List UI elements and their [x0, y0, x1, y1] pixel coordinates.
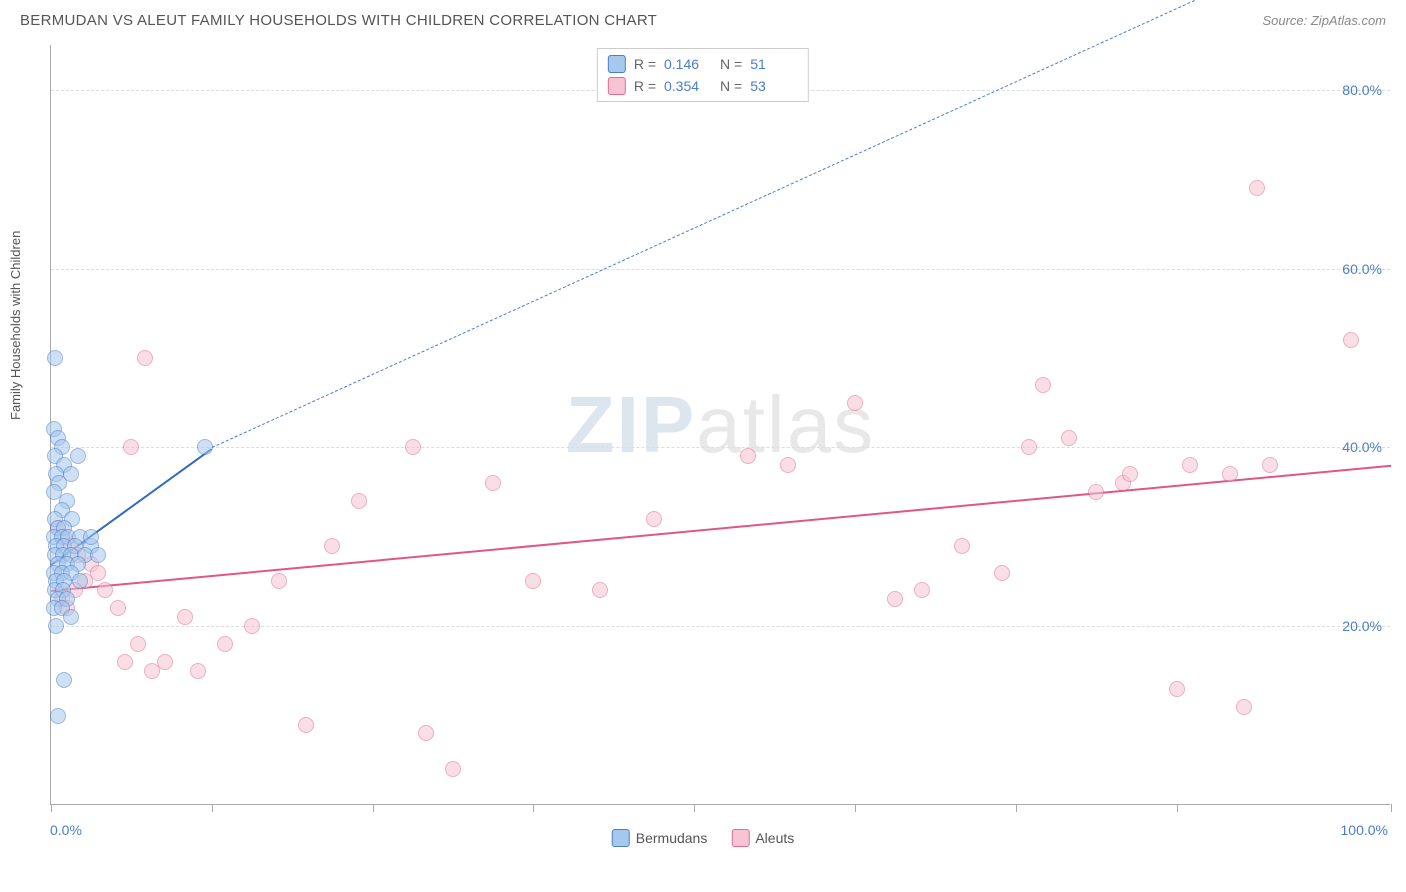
x-tick [533, 804, 534, 812]
point-aleuts [1021, 439, 1037, 455]
point-aleuts [244, 618, 260, 634]
point-aleuts [1182, 457, 1198, 473]
legend-row-aleuts: R = 0.354 N = 53 [608, 75, 798, 97]
y-axis-label: Family Households with Children [8, 231, 23, 420]
point-aleuts [1236, 699, 1252, 715]
point-aleuts [418, 725, 434, 741]
plot-area: ZIPatlas 20.0% 40.0% 60.0% 80.0% [50, 45, 1390, 805]
point-aleuts [123, 439, 139, 455]
watermark: ZIPatlas [566, 379, 875, 471]
r-label: R = [634, 78, 656, 94]
legend-row-bermudans: R = 0.146 N = 51 [608, 53, 798, 75]
point-aleuts [445, 761, 461, 777]
point-aleuts [1169, 681, 1185, 697]
y-tick-label: 80.0% [1342, 82, 1382, 98]
n-label: N = [720, 56, 742, 72]
point-aleuts [157, 654, 173, 670]
swatch-pink-icon [731, 829, 749, 847]
point-aleuts [217, 636, 233, 652]
point-bermudans [70, 448, 86, 464]
gridline [51, 269, 1390, 270]
point-aleuts [1061, 430, 1077, 446]
chart-header: BERMUDAN VS ALEUT FAMILY HOUSEHOLDS WITH… [0, 0, 1406, 40]
watermark-atlas: atlas [696, 380, 875, 469]
point-aleuts [271, 573, 287, 589]
point-aleuts [298, 717, 314, 733]
point-bermudans [63, 609, 79, 625]
x-tick [51, 804, 52, 812]
y-tick-label: 60.0% [1342, 261, 1382, 277]
point-aleuts [190, 663, 206, 679]
point-aleuts [1249, 180, 1265, 196]
watermark-zip: ZIP [566, 380, 696, 469]
x-axis-min-label: 0.0% [50, 822, 82, 838]
point-bermudans [56, 672, 72, 688]
legend-stats: R = 0.146 N = 51 R = 0.354 N = 53 [597, 48, 809, 102]
point-aleuts [954, 538, 970, 554]
chart-source: Source: ZipAtlas.com [1262, 13, 1386, 28]
legend-label-bermudans: Bermudans [636, 830, 708, 846]
point-aleuts [177, 609, 193, 625]
swatch-blue-icon [608, 55, 626, 73]
point-aleuts [97, 582, 113, 598]
point-aleuts [137, 350, 153, 366]
point-aleuts [90, 565, 106, 581]
point-bermudans [83, 529, 99, 545]
x-tick [1016, 804, 1017, 812]
point-aleuts [405, 439, 421, 455]
x-tick [1177, 804, 1178, 812]
point-bermudans [72, 573, 88, 589]
trend-line [51, 465, 1391, 592]
n-label: N = [720, 78, 742, 94]
n-value-aleuts: 53 [750, 78, 798, 94]
point-aleuts [1222, 466, 1238, 482]
legend-series: Bermudans Aleuts [612, 829, 795, 847]
point-bermudans [47, 350, 63, 366]
n-value-bermudans: 51 [750, 56, 798, 72]
x-tick [855, 804, 856, 812]
point-bermudans [50, 708, 66, 724]
gridline [51, 447, 1390, 448]
point-aleuts [324, 538, 340, 554]
point-aleuts [994, 565, 1010, 581]
r-label: R = [634, 56, 656, 72]
x-tick [373, 804, 374, 812]
point-aleuts [130, 636, 146, 652]
r-value-aleuts: 0.354 [664, 78, 712, 94]
legend-item-aleuts: Aleuts [731, 829, 794, 847]
swatch-blue-icon [612, 829, 630, 847]
point-aleuts [351, 493, 367, 509]
x-tick [212, 804, 213, 812]
point-aleuts [740, 448, 756, 464]
y-tick-label: 20.0% [1342, 618, 1382, 634]
r-value-bermudans: 0.146 [664, 56, 712, 72]
point-aleuts [110, 600, 126, 616]
point-aleuts [847, 395, 863, 411]
point-bermudans [48, 618, 64, 634]
x-axis-max-label: 100.0% [1341, 822, 1388, 838]
point-aleuts [1088, 484, 1104, 500]
point-aleuts [1122, 466, 1138, 482]
swatch-pink-icon [608, 77, 626, 95]
point-aleuts [592, 582, 608, 598]
legend-label-aleuts: Aleuts [755, 830, 794, 846]
point-aleuts [887, 591, 903, 607]
point-aleuts [914, 582, 930, 598]
point-aleuts [485, 475, 501, 491]
point-aleuts [525, 573, 541, 589]
point-bermudans [197, 439, 213, 455]
point-aleuts [117, 654, 133, 670]
point-aleuts [1343, 332, 1359, 348]
point-aleuts [780, 457, 796, 473]
point-aleuts [646, 511, 662, 527]
x-tick [694, 804, 695, 812]
point-bermudans [90, 547, 106, 563]
chart-title: BERMUDAN VS ALEUT FAMILY HOUSEHOLDS WITH… [20, 12, 657, 29]
x-tick [1391, 804, 1392, 812]
y-tick-label: 40.0% [1342, 439, 1382, 455]
legend-item-bermudans: Bermudans [612, 829, 708, 847]
point-aleuts [1262, 457, 1278, 473]
point-aleuts [1035, 377, 1051, 393]
